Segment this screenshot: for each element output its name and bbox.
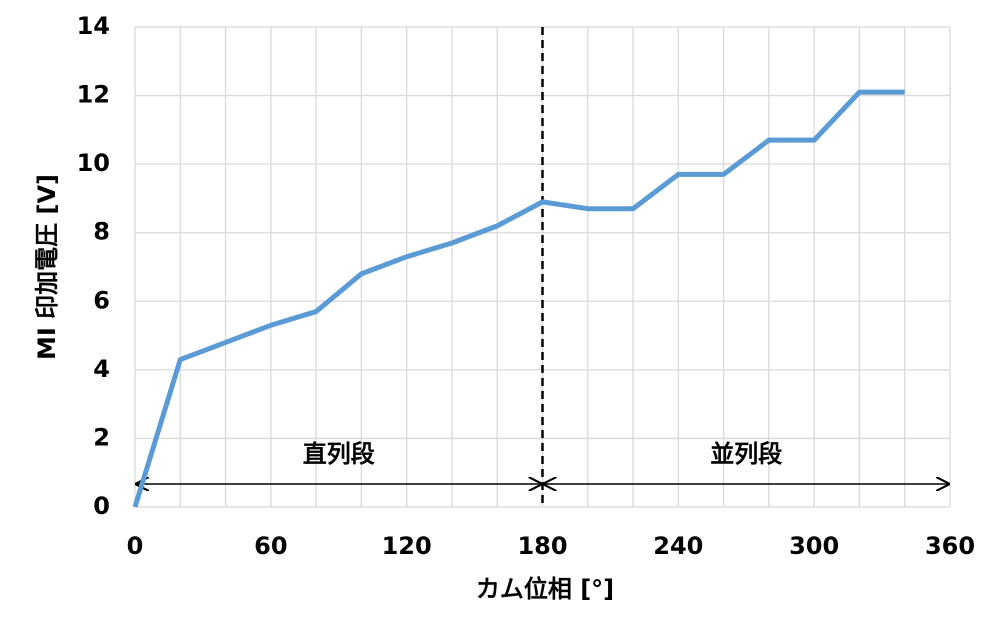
y-tick-label: 6 <box>93 286 110 314</box>
y-axis-label: MI 印加電圧 [V] <box>33 174 61 360</box>
y-tick-label: 8 <box>93 218 110 246</box>
x-tick-label: 180 <box>517 532 567 560</box>
x-tick-label: 60 <box>254 532 287 560</box>
annotation: 直列段 <box>303 440 375 468</box>
x-tick-label: 240 <box>653 532 703 560</box>
x-tick-label: 120 <box>382 532 432 560</box>
x-axis-label: カム位相 [°] <box>476 575 614 603</box>
y-tick-label: 10 <box>77 149 110 177</box>
y-tick-label: 2 <box>93 423 110 451</box>
x-tick-label: 360 <box>925 532 975 560</box>
annotation: 並列段 <box>710 440 782 468</box>
data-line <box>132 89 905 508</box>
x-tick-label: 0 <box>127 532 144 560</box>
y-tick-label: 14 <box>77 12 110 40</box>
y-tick-label: 12 <box>77 81 110 109</box>
x-tick-label: 300 <box>789 532 839 560</box>
y-tick-label: 4 <box>93 355 110 383</box>
y-tick-label: 0 <box>93 492 110 520</box>
